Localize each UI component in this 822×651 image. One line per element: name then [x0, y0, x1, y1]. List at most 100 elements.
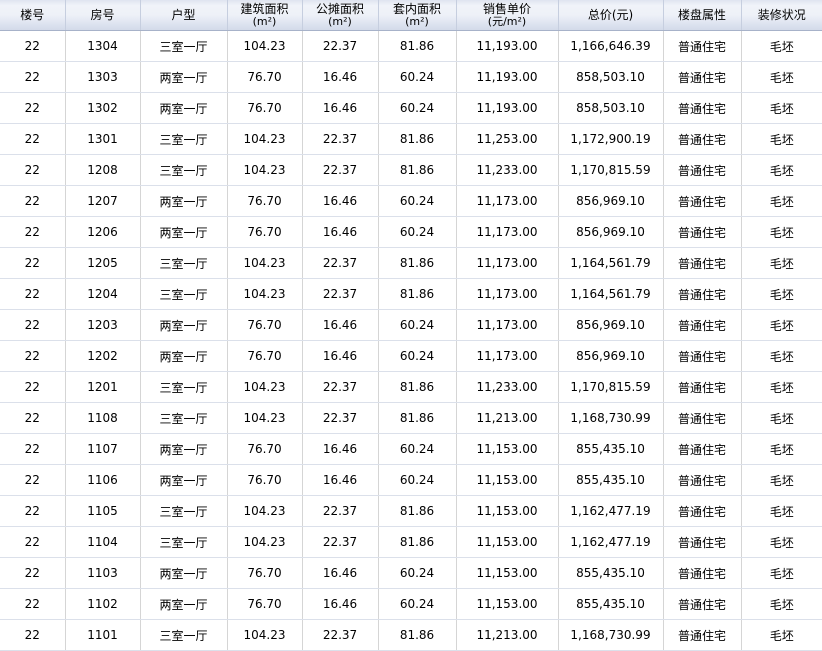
cell-total_price[interactable]: 855,435.10	[558, 464, 664, 496]
cell-layout[interactable]: 两室一厅	[140, 433, 228, 465]
cell-decoration[interactable]: 毛坯	[741, 619, 822, 651]
cell-shared_area[interactable]: 22.37	[302, 619, 379, 651]
cell-total_price[interactable]: 856,969.10	[558, 309, 664, 341]
cell-unit_price[interactable]: 11,173.00	[456, 216, 559, 248]
cell-layout[interactable]: 三室一厅	[140, 123, 228, 155]
cell-room_no[interactable]: 1108	[65, 402, 141, 434]
cell-shared_area[interactable]: 16.46	[302, 340, 379, 372]
cell-inner_area[interactable]: 60.24	[378, 340, 457, 372]
cell-building_no[interactable]: 22	[0, 557, 66, 589]
cell-layout[interactable]: 两室一厅	[140, 185, 228, 217]
cell-building_no[interactable]: 22	[0, 464, 66, 496]
cell-inner_area[interactable]: 60.24	[378, 464, 457, 496]
cell-shared_area[interactable]: 22.37	[302, 247, 379, 279]
cell-room_no[interactable]: 1204	[65, 278, 141, 310]
cell-decoration[interactable]: 毛坯	[741, 526, 822, 558]
cell-shared_area[interactable]: 16.46	[302, 557, 379, 589]
cell-property_type[interactable]: 普通住宅	[663, 619, 742, 651]
cell-shared_area[interactable]: 22.37	[302, 371, 379, 403]
cell-room_no[interactable]: 1105	[65, 495, 141, 527]
cell-layout[interactable]: 两室一厅	[140, 588, 228, 620]
cell-total_price[interactable]: 1,162,477.19	[558, 526, 664, 558]
cell-inner_area[interactable]: 81.86	[378, 526, 457, 558]
cell-gross_area[interactable]: 76.70	[227, 557, 303, 589]
cell-room_no[interactable]: 1203	[65, 309, 141, 341]
cell-total_price[interactable]: 1,172,900.19	[558, 123, 664, 155]
table-row[interactable]: 22 1104 三室一厅 104.23 22.37 81.86 11,153.00 1,162…	[0, 526, 822, 558]
cell-property_type[interactable]: 普通住宅	[663, 340, 742, 372]
cell-total_price[interactable]: 858,503.10	[558, 61, 664, 93]
table-row[interactable]: 22 1103 两室一厅 76.70 16.46 60.24 11,153.00 855,43…	[0, 557, 822, 589]
cell-building_no[interactable]: 22	[0, 371, 66, 403]
cell-inner_area[interactable]: 81.86	[378, 154, 457, 186]
table-row[interactable]: 22 1301 三室一厅 104.23 22.37 81.86 11,253.00 1,172…	[0, 123, 822, 155]
cell-shared_area[interactable]: 22.37	[302, 278, 379, 310]
cell-total_price[interactable]: 855,435.10	[558, 433, 664, 465]
cell-shared_area[interactable]: 16.46	[302, 464, 379, 496]
column-header-gross_area[interactable]: 建筑面积 (m²)	[227, 0, 303, 31]
cell-property_type[interactable]: 普通住宅	[663, 123, 742, 155]
cell-building_no[interactable]: 22	[0, 278, 66, 310]
cell-layout[interactable]: 三室一厅	[140, 30, 228, 62]
cell-room_no[interactable]: 1102	[65, 588, 141, 620]
cell-unit_price[interactable]: 11,213.00	[456, 619, 559, 651]
cell-total_price[interactable]: 1,166,646.39	[558, 30, 664, 62]
table-row[interactable]: 22 1205 三室一厅 104.23 22.37 81.86 11,173.00 1,164…	[0, 247, 822, 279]
cell-unit_price[interactable]: 11,153.00	[456, 495, 559, 527]
cell-inner_area[interactable]: 60.24	[378, 557, 457, 589]
cell-inner_area[interactable]: 81.86	[378, 30, 457, 62]
cell-layout[interactable]: 三室一厅	[140, 526, 228, 558]
cell-inner_area[interactable]: 81.86	[378, 278, 457, 310]
cell-building_no[interactable]: 22	[0, 619, 66, 651]
cell-property_type[interactable]: 普通住宅	[663, 92, 742, 124]
cell-property_type[interactable]: 普通住宅	[663, 402, 742, 434]
cell-total_price[interactable]: 1,170,815.59	[558, 154, 664, 186]
cell-unit_price[interactable]: 11,173.00	[456, 340, 559, 372]
cell-unit_price[interactable]: 11,193.00	[456, 30, 559, 62]
cell-inner_area[interactable]: 81.86	[378, 371, 457, 403]
cell-gross_area[interactable]: 104.23	[227, 619, 303, 651]
table-row[interactable]: 22 1105 三室一厅 104.23 22.37 81.86 11,153.00 1,162…	[0, 495, 822, 527]
cell-decoration[interactable]: 毛坯	[741, 557, 822, 589]
cell-property_type[interactable]: 普通住宅	[663, 433, 742, 465]
cell-inner_area[interactable]: 81.86	[378, 123, 457, 155]
table-row[interactable]: 22 1106 两室一厅 76.70 16.46 60.24 11,153.00 855,43…	[0, 464, 822, 496]
cell-unit_price[interactable]: 11,173.00	[456, 278, 559, 310]
column-header-room_no[interactable]: 房号	[65, 0, 141, 31]
cell-total_price[interactable]: 1,164,561.79	[558, 247, 664, 279]
cell-total_price[interactable]: 1,164,561.79	[558, 278, 664, 310]
cell-gross_area[interactable]: 104.23	[227, 247, 303, 279]
cell-shared_area[interactable]: 22.37	[302, 30, 379, 62]
cell-shared_area[interactable]: 16.46	[302, 433, 379, 465]
column-header-shared_area[interactable]: 公摊面积 (m²)	[302, 0, 379, 31]
cell-room_no[interactable]: 1101	[65, 619, 141, 651]
cell-property_type[interactable]: 普通住宅	[663, 557, 742, 589]
cell-building_no[interactable]: 22	[0, 30, 66, 62]
cell-property_type[interactable]: 普通住宅	[663, 495, 742, 527]
column-header-layout[interactable]: 户型	[140, 0, 228, 31]
cell-gross_area[interactable]: 104.23	[227, 278, 303, 310]
cell-room_no[interactable]: 1202	[65, 340, 141, 372]
cell-gross_area[interactable]: 104.23	[227, 495, 303, 527]
cell-room_no[interactable]: 1104	[65, 526, 141, 558]
cell-inner_area[interactable]: 60.24	[378, 588, 457, 620]
cell-unit_price[interactable]: 11,173.00	[456, 309, 559, 341]
table-row[interactable]: 22 1206 两室一厅 76.70 16.46 60.24 11,173.00 856,96…	[0, 216, 822, 248]
cell-decoration[interactable]: 毛坯	[741, 464, 822, 496]
cell-building_no[interactable]: 22	[0, 433, 66, 465]
cell-layout[interactable]: 两室一厅	[140, 92, 228, 124]
cell-gross_area[interactable]: 104.23	[227, 123, 303, 155]
cell-unit_price[interactable]: 11,153.00	[456, 526, 559, 558]
cell-layout[interactable]: 三室一厅	[140, 278, 228, 310]
table-row[interactable]: 22 1302 两室一厅 76.70 16.46 60.24 11,193.00 858,50…	[0, 92, 822, 124]
cell-building_no[interactable]: 22	[0, 526, 66, 558]
cell-inner_area[interactable]: 81.86	[378, 247, 457, 279]
cell-decoration[interactable]: 毛坯	[741, 588, 822, 620]
cell-property_type[interactable]: 普通住宅	[663, 247, 742, 279]
table-row[interactable]: 22 1207 两室一厅 76.70 16.46 60.24 11,173.00 856,96…	[0, 185, 822, 217]
cell-gross_area[interactable]: 76.70	[227, 588, 303, 620]
cell-inner_area[interactable]: 81.86	[378, 402, 457, 434]
cell-property_type[interactable]: 普通住宅	[663, 309, 742, 341]
cell-room_no[interactable]: 1201	[65, 371, 141, 403]
cell-shared_area[interactable]: 22.37	[302, 154, 379, 186]
